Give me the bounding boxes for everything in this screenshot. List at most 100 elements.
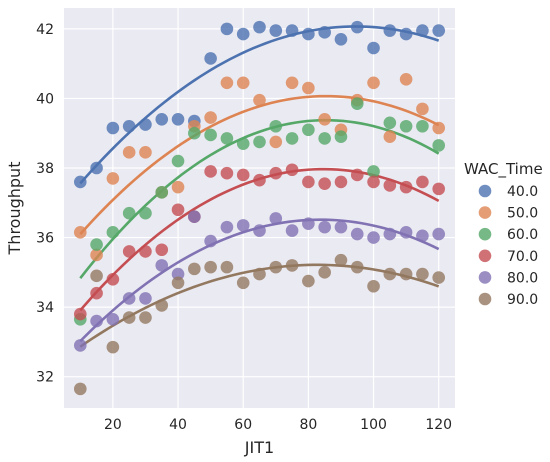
data-point-80.0 bbox=[106, 313, 120, 326]
data-point-50.0 bbox=[383, 130, 397, 143]
y-tick-label: 34 bbox=[36, 300, 54, 316]
data-point-70.0 bbox=[269, 166, 283, 180]
data-point-80.0 bbox=[253, 224, 266, 237]
data-point-40.0 bbox=[416, 24, 429, 37]
plot-area bbox=[64, 8, 455, 408]
data-point-60.0 bbox=[122, 206, 136, 220]
data-point-80.0 bbox=[350, 227, 364, 241]
data-point-90.0 bbox=[253, 267, 266, 281]
data-point-50.0 bbox=[253, 93, 266, 107]
data-point-90.0 bbox=[334, 253, 348, 267]
x-tick-label: 20 bbox=[104, 417, 122, 433]
data-point-60.0 bbox=[269, 119, 283, 133]
legend-marker-70.0 bbox=[478, 249, 492, 263]
legend-label-60.0: 60.0 bbox=[507, 227, 538, 243]
data-point-60.0 bbox=[285, 132, 299, 145]
y-tick-label: 36 bbox=[36, 231, 54, 247]
data-point-50.0 bbox=[139, 146, 152, 159]
data-point-80.0 bbox=[220, 220, 234, 234]
y-tick-label: 42 bbox=[36, 22, 54, 38]
data-point-70.0 bbox=[334, 175, 348, 189]
data-point-70.0 bbox=[253, 173, 266, 187]
data-point-40.0 bbox=[269, 24, 283, 37]
data-point-80.0 bbox=[269, 212, 283, 225]
data-point-70.0 bbox=[318, 177, 331, 190]
data-point-80.0 bbox=[318, 220, 331, 234]
y-tick-label: 38 bbox=[36, 161, 54, 177]
data-point-80.0 bbox=[334, 220, 348, 234]
y-tick-labels: 32 34 36 38 40 42 bbox=[36, 22, 54, 386]
data-point-50.0 bbox=[106, 172, 120, 185]
data-point-40.0 bbox=[253, 20, 266, 34]
data-point-80.0 bbox=[139, 292, 152, 305]
data-points bbox=[73, 20, 446, 396]
data-point-60.0 bbox=[236, 137, 250, 150]
data-point-90.0 bbox=[302, 274, 315, 288]
data-point-70.0 bbox=[139, 245, 152, 258]
data-point-40.0 bbox=[73, 175, 87, 189]
data-point-80.0 bbox=[188, 210, 201, 223]
data-point-70.0 bbox=[236, 168, 250, 182]
data-point-40.0 bbox=[106, 121, 120, 135]
data-point-50.0 bbox=[171, 180, 185, 194]
data-point-70.0 bbox=[416, 175, 429, 189]
x-tick-label: 40 bbox=[169, 417, 187, 433]
data-point-80.0 bbox=[171, 267, 185, 281]
data-point-70.0 bbox=[122, 245, 136, 258]
data-point-70.0 bbox=[399, 180, 413, 194]
data-point-90.0 bbox=[285, 259, 299, 272]
data-point-50.0 bbox=[204, 111, 217, 124]
data-point-60.0 bbox=[350, 97, 364, 110]
data-point-50.0 bbox=[367, 76, 380, 90]
data-point-50.0 bbox=[73, 226, 87, 239]
data-point-70.0 bbox=[155, 243, 169, 257]
data-point-60.0 bbox=[399, 119, 413, 133]
data-point-60.0 bbox=[318, 132, 331, 145]
data-point-90.0 bbox=[171, 276, 185, 290]
data-point-90.0 bbox=[106, 340, 120, 354]
data-point-50.0 bbox=[220, 76, 234, 90]
legend-title: WAC_Time bbox=[464, 160, 543, 179]
legend: WAC_Time 40.0 50.0 60.0 70.0 80.0 90.0 bbox=[464, 160, 543, 308]
data-point-70.0 bbox=[106, 273, 120, 286]
legend-label-80.0: 80.0 bbox=[507, 270, 538, 286]
data-point-70.0 bbox=[90, 286, 103, 300]
data-point-50.0 bbox=[416, 102, 429, 116]
data-point-90.0 bbox=[139, 311, 152, 324]
data-point-40.0 bbox=[367, 41, 380, 55]
data-point-80.0 bbox=[90, 314, 103, 328]
data-point-40.0 bbox=[220, 22, 234, 36]
data-point-90.0 bbox=[220, 260, 234, 274]
data-point-40.0 bbox=[139, 118, 152, 131]
data-point-70.0 bbox=[285, 163, 299, 177]
grid-lines bbox=[64, 8, 455, 408]
legend-label-70.0: 70.0 bbox=[507, 249, 538, 265]
data-point-60.0 bbox=[302, 123, 315, 137]
data-point-80.0 bbox=[285, 224, 299, 237]
data-point-50.0 bbox=[236, 76, 250, 90]
data-point-60.0 bbox=[432, 139, 446, 152]
data-point-90.0 bbox=[383, 267, 397, 281]
data-point-60.0 bbox=[139, 206, 152, 220]
legend-label-50.0: 50.0 bbox=[507, 206, 538, 222]
legend-marker-90.0 bbox=[478, 292, 492, 306]
data-point-90.0 bbox=[318, 266, 331, 279]
data-point-50.0 bbox=[122, 146, 136, 159]
data-point-80.0 bbox=[73, 339, 87, 352]
data-point-40.0 bbox=[334, 33, 348, 46]
data-point-80.0 bbox=[204, 234, 217, 248]
data-point-60.0 bbox=[171, 154, 185, 168]
data-point-60.0 bbox=[155, 186, 169, 199]
data-point-50.0 bbox=[318, 113, 331, 126]
data-point-70.0 bbox=[73, 307, 87, 321]
legend-marker-50.0 bbox=[478, 206, 492, 219]
data-point-80.0 bbox=[122, 292, 136, 305]
x-tick-label: 100 bbox=[360, 417, 387, 433]
data-point-40.0 bbox=[302, 27, 315, 41]
data-point-60.0 bbox=[106, 226, 120, 239]
data-point-50.0 bbox=[90, 248, 103, 262]
data-point-50.0 bbox=[432, 121, 446, 135]
data-point-60.0 bbox=[416, 119, 429, 133]
data-point-50.0 bbox=[302, 81, 315, 95]
